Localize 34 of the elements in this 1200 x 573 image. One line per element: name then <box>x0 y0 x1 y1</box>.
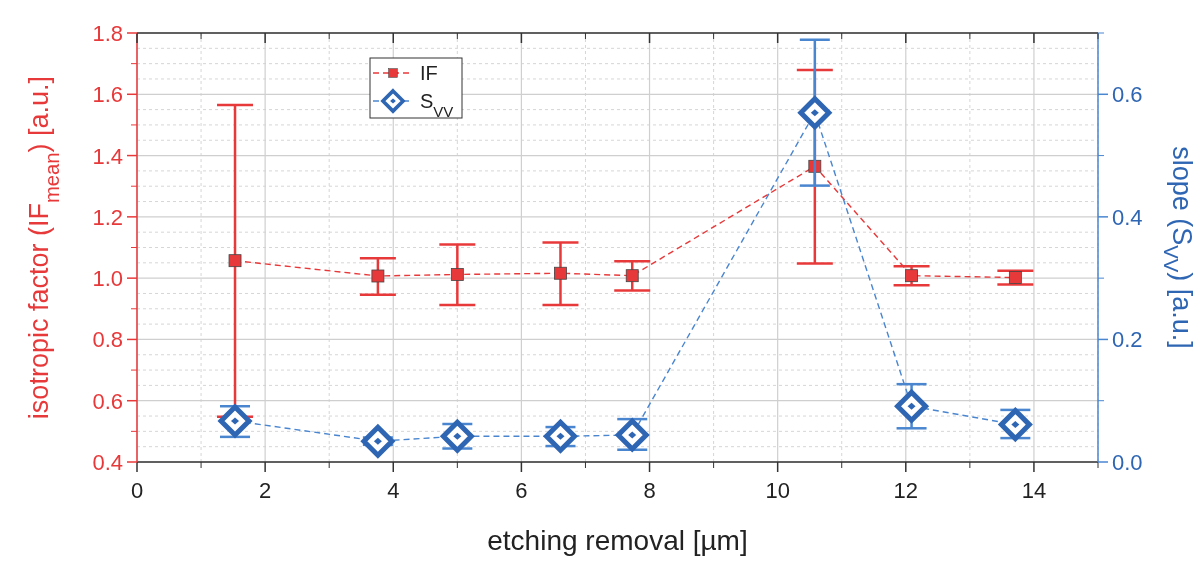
point <box>625 269 639 283</box>
point <box>554 266 567 280</box>
point <box>905 269 918 283</box>
point <box>798 96 832 130</box>
legend-label: IF <box>420 62 438 84</box>
y-tick-label: 1.4 <box>92 143 123 169</box>
x-tick-label: 6 <box>515 478 528 503</box>
x-tick-label: 0 <box>130 478 144 503</box>
y-tick-label: 1.8 <box>92 21 123 46</box>
y2-tick-label: 0.6 <box>1112 82 1143 108</box>
point <box>450 268 464 281</box>
legend-label: S$_{VV}$ <box>420 90 454 120</box>
point <box>361 424 395 458</box>
x-tick-label: 14 <box>1021 478 1047 503</box>
x-tick-label: 10 <box>765 478 790 503</box>
y-tick-label: 1.0 <box>92 266 123 292</box>
point <box>228 254 242 268</box>
x-tick-label: 2 <box>259 478 272 503</box>
x-axis-title: etching removal [µm] <box>487 525 748 556</box>
y-tick-label: 0.6 <box>92 388 123 414</box>
y-tick-label: 1.6 <box>92 82 123 108</box>
point <box>371 269 385 283</box>
y-tick-label: 0.8 <box>92 327 123 353</box>
x-tick-label: 8 <box>643 478 656 503</box>
point <box>543 419 577 453</box>
x-tick-label: 12 <box>893 478 919 503</box>
y2-tick-label: 0.4 <box>1112 204 1143 230</box>
point <box>1008 271 1022 284</box>
y2-tick-label: 0.2 <box>1112 327 1143 353</box>
y2-tick-label: 0.0 <box>1112 450 1143 475</box>
point <box>895 389 929 423</box>
y-tick-label: 0.4 <box>92 450 123 475</box>
x-tick-label: 4 <box>387 478 400 503</box>
y-tick-label: 1.2 <box>92 204 123 230</box>
